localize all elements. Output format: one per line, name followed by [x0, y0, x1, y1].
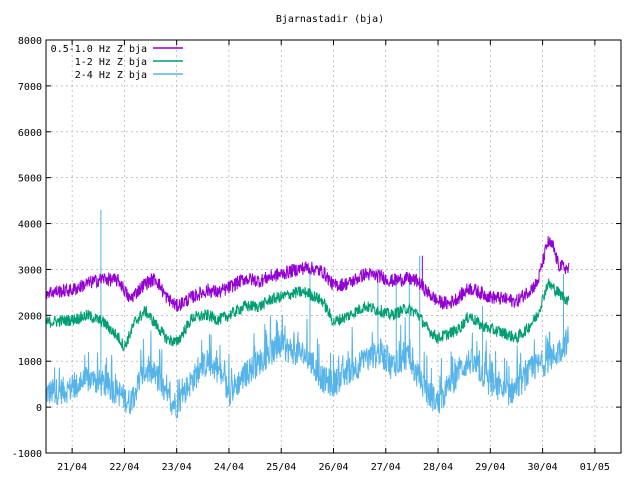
series-layer: [45, 209, 570, 420]
x-tick-label: 24/04: [214, 462, 244, 473]
x-tick-label: 28/04: [423, 462, 453, 473]
legend: 0.5-1.0 Hz Z bja 1-2 Hz Z bja 2-4 Hz Z bja: [51, 44, 183, 81]
plot-frame: [45, 39, 622, 454]
x-tick-label: 26/04: [318, 462, 348, 473]
x-tick-label: 29/04: [475, 462, 505, 473]
x-tick-label: 21/04: [57, 462, 87, 473]
x-tick-label: 22/04: [109, 462, 139, 473]
legend-label: 1-2 Hz Z bja: [75, 57, 147, 68]
chart-title: Bjarnastadir (bja): [276, 14, 384, 25]
y-tick-label: 8000: [18, 36, 42, 47]
x-tick-label: 25/04: [266, 462, 296, 473]
series-line: [45, 278, 570, 352]
x-tick-label: 23/04: [162, 462, 192, 473]
y-tick-label: 3000: [18, 265, 42, 276]
y-tick-label: 7000: [18, 82, 42, 93]
x-axis-ticks: 21/04 22/04 23/04 24/04 25/04 26/04 27/04 28/04…: [57, 40, 610, 473]
legend-label: 0.5-1.0 Hz Z bja: [51, 44, 147, 55]
y-tick-label: 0: [36, 403, 42, 414]
series-line: [45, 314, 570, 420]
y-tick-label: 1000: [18, 357, 42, 368]
y-tick-label: 2000: [18, 311, 42, 322]
legend-label: 2-4 Hz Z bja: [75, 70, 147, 81]
x-tick-label: 27/04: [371, 462, 401, 473]
series-line: [45, 235, 570, 312]
y-tick-label: 5000: [18, 174, 42, 185]
x-tick-label: 01/05: [580, 462, 610, 473]
y-tick-label: -1000: [12, 449, 42, 460]
x-tick-label: 30/04: [528, 462, 558, 473]
y-axis-ticks: -1000 0 1000 2000 3000 4000 5000 6000 7000 8000: [12, 36, 621, 460]
y-tick-label: 6000: [18, 128, 42, 139]
y-tick-label: 4000: [18, 220, 42, 231]
